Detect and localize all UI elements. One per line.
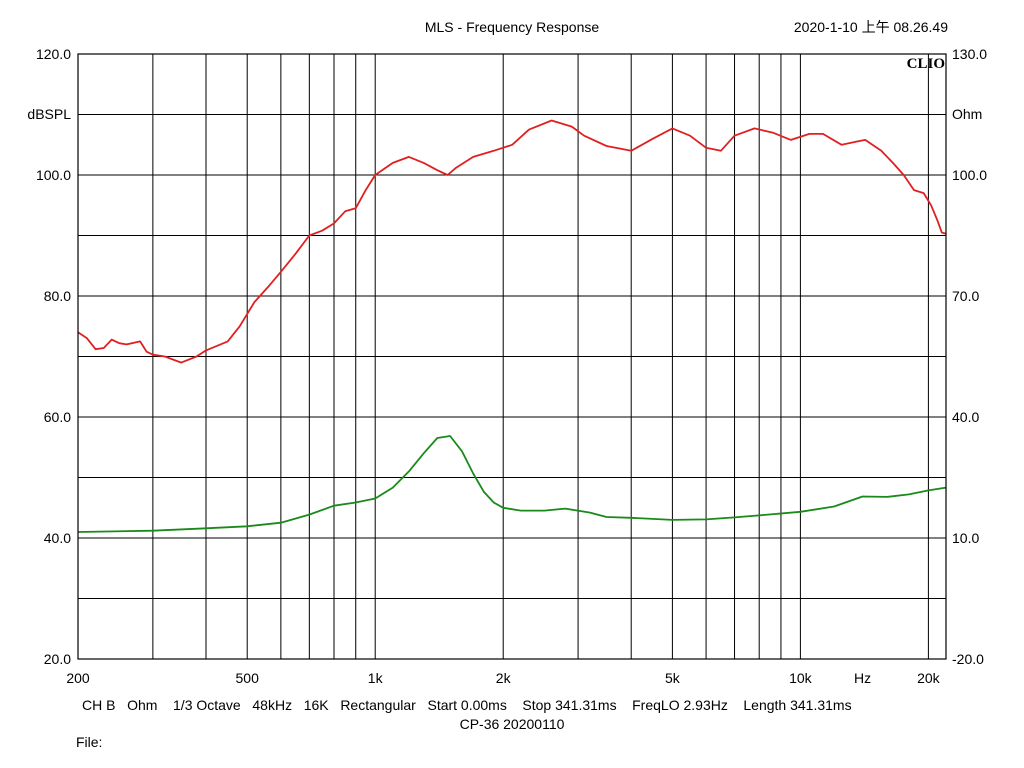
- x-tick-label: Hz: [854, 670, 871, 686]
- x-tick-label: 500: [236, 670, 260, 686]
- chart-timestamp: 2020-1-10 上午 08.26.49: [794, 19, 948, 35]
- left-axis-unit-label: dBSPL: [27, 106, 71, 122]
- x-tick-label: 20k: [917, 670, 941, 686]
- x-tick-label: 10k: [789, 670, 813, 686]
- footer-file-label: File:: [76, 734, 102, 750]
- x-tick-label: 1k: [368, 670, 384, 686]
- y-right-tick-label: 130.0: [952, 46, 987, 62]
- plot-frame: [77, 53, 947, 660]
- x-tick-label: 200: [66, 670, 90, 686]
- y-left-tick-label: 60.0: [44, 409, 71, 425]
- y-left-tick-label: 20.0: [44, 651, 71, 667]
- grid-layer: [78, 54, 946, 659]
- axis-label-layer: 200 500 1k 2k 5k 10k Hz 20k 120.0 100.0 80.0 60.0 40…: [36, 46, 987, 686]
- x-tick-label: 5k: [665, 670, 681, 686]
- series-line-impedance: [77, 435, 947, 533]
- series-layer: [77, 119, 947, 533]
- footer-name: CP-36 20200110: [460, 716, 565, 732]
- clio-logo: CLIO: [907, 56, 945, 72]
- x-tick-label: 2k: [496, 670, 512, 686]
- y-right-tick-label: 70.0: [952, 288, 979, 304]
- series-line-spl: [77, 119, 947, 364]
- y-left-tick-label: 100.0: [36, 167, 71, 183]
- y-right-tick-label: 40.0: [952, 409, 979, 425]
- right-axis-unit-label: Ohm: [952, 106, 982, 122]
- y-left-tick-label: 80.0: [44, 288, 71, 304]
- y-right-tick-label: -20.0: [952, 651, 984, 667]
- footer-settings: CH B Ohm 1/3 Octave 48kHz 16K Rectangula…: [82, 697, 852, 713]
- y-right-tick-label: 10.0: [952, 530, 979, 546]
- y-left-tick-label: 120.0: [36, 46, 71, 62]
- y-right-tick-label: 100.0: [952, 167, 987, 183]
- chart-title: MLS - Frequency Response: [425, 19, 600, 35]
- y-left-tick-label: 40.0: [44, 530, 71, 546]
